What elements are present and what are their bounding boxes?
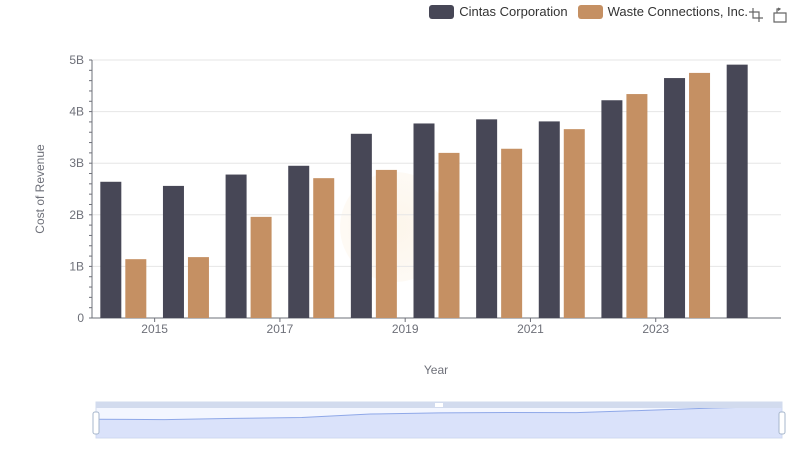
datazoom-right-handle[interactable] (778, 411, 786, 435)
y-axis-title: Cost of Revenue (33, 144, 47, 234)
bar-cintas-2019 (413, 123, 435, 318)
x-tick-label: 2021 (517, 322, 544, 336)
datazoom-area (96, 406, 782, 438)
restore-icon[interactable] (772, 7, 788, 23)
bar-cintas-2016 (225, 174, 247, 318)
bar-waste-connections-2023 (689, 72, 711, 319)
y-tick-label: 3B (69, 156, 84, 170)
bar-cintas-2021 (538, 121, 560, 319)
x-tick-label: 2023 (642, 322, 669, 336)
y-tick-label: 1B (69, 259, 84, 273)
bar-waste-connections-2021 (563, 129, 585, 318)
bar-cintas-2023 (664, 78, 686, 318)
zoom-icon[interactable] (748, 7, 764, 23)
bar-cintas-2024 (726, 64, 748, 318)
y-tick-label: 0 (77, 311, 84, 325)
bar-cintas-2015 (162, 185, 184, 318)
bar-cintas-2020 (476, 119, 498, 318)
y-tick-label: 4B (69, 105, 84, 119)
bar-cintas-2017 (288, 165, 310, 318)
bar-cintas-2018 (350, 133, 372, 318)
x-axis-title: Year (424, 363, 448, 377)
x-tick-label: 2019 (392, 322, 419, 336)
x-tick-label: 2015 (141, 322, 168, 336)
bar-waste-connections-2014 (125, 259, 147, 318)
toolbox (748, 7, 788, 23)
legend-swatch-waste-connections (577, 4, 603, 19)
bar-cintas-2014 (100, 181, 122, 318)
legend-item-waste-connections[interactable]: Waste Connections, Inc. (577, 4, 748, 19)
bar-waste-connections-2016 (250, 216, 272, 318)
bar-cintas-2022 (601, 100, 623, 318)
legend-swatch-cintas (429, 4, 455, 19)
datazoom-left-handle[interactable] (92, 411, 100, 435)
legend-label-waste-connections: Waste Connections, Inc. (607, 4, 748, 19)
x-tick-label: 2017 (267, 322, 294, 336)
y-tick-label: 2B (69, 208, 84, 222)
legend: Cintas Corporation Waste Connections, In… (429, 4, 748, 19)
datazoom-line (95, 406, 783, 421)
bar-waste-connections-2019 (438, 152, 460, 318)
bar-waste-connections-2017 (313, 178, 335, 318)
legend-label-cintas: Cintas Corporation (459, 4, 568, 19)
bar-waste-connections-2020 (501, 148, 523, 318)
bar-waste-connections-2018 (375, 169, 397, 318)
bar-waste-connections-2022 (626, 94, 648, 318)
y-tick-label: 5B (69, 53, 84, 67)
legend-item-cintas[interactable]: Cintas Corporation (429, 4, 568, 19)
bar-waste-connections-2015 (187, 257, 209, 318)
datazoom-move-handle (435, 403, 443, 407)
